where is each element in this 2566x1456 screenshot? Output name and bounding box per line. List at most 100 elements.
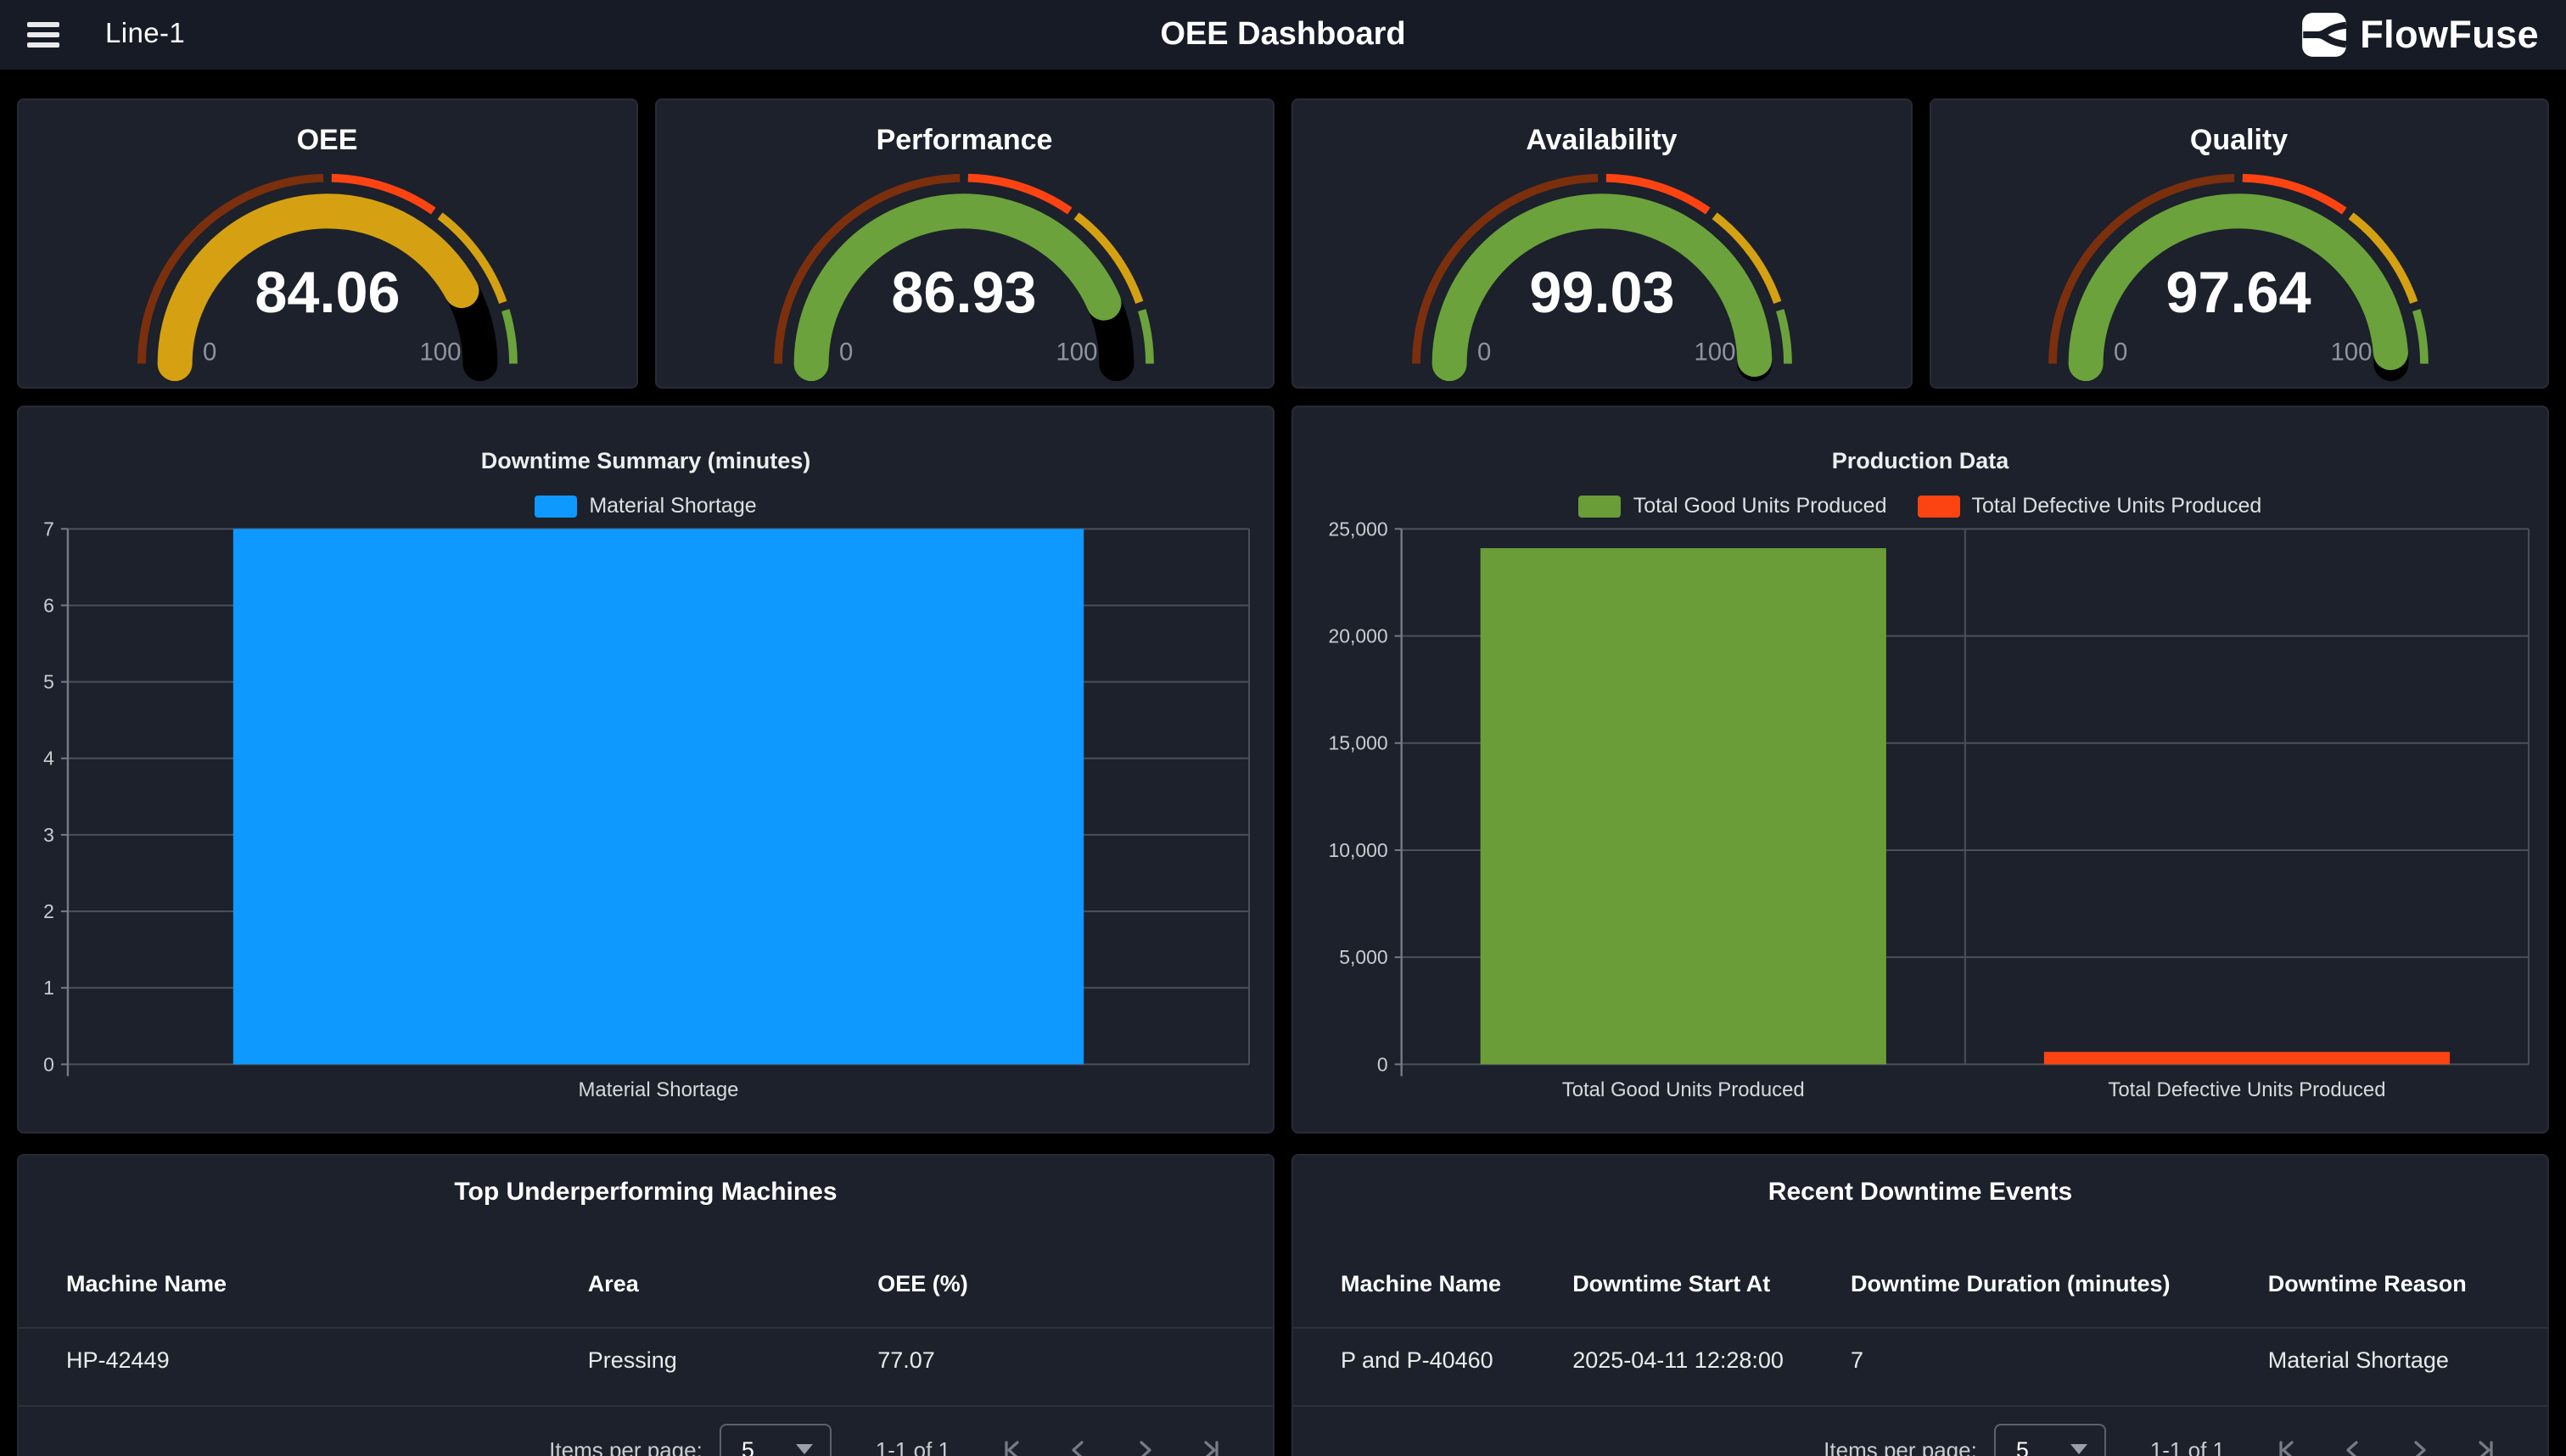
gauge-value-arc: [1431, 193, 1772, 382]
gauge-ring-segment: [1138, 309, 1155, 364]
last-page-button[interactable]: [1200, 1438, 1222, 1456]
chart-title: Downtime Summary (minutes): [480, 448, 811, 473]
y-tick-label: 5: [43, 671, 54, 693]
cell-machine-name: P and P-40460: [1341, 1347, 1493, 1373]
gauges-row: OEE 84.06 0 100 Performance 86.93 0 100 …: [17, 98, 2549, 389]
menu-icon[interactable]: [27, 22, 59, 48]
gauge-value: 84.06: [255, 260, 400, 325]
table-title: Top Underperforming Machines: [454, 1178, 838, 1207]
quality-gauge: 97.64 0 100: [2048, 173, 2429, 382]
legend-swatch: [1917, 495, 1960, 517]
column-header: Downtime Duration (minutes): [1851, 1271, 2171, 1296]
pager: [1001, 1438, 1222, 1456]
y-tick-label: 4: [43, 748, 54, 770]
next-page-button[interactable]: [2408, 1438, 2430, 1456]
downtime-summary-chart-card: Downtime Summary (minutes) Material Shor…: [17, 406, 1275, 1134]
legend-item-total-good-units-produced[interactable]: Total Good Units Produced: [1578, 494, 1886, 518]
gauge-ring-segment: [437, 212, 507, 305]
items-per-page-select[interactable]: 5: [719, 1424, 832, 1456]
gauge-ring-segment: [331, 173, 436, 215]
y-tick-label: 7: [43, 518, 54, 540]
first-page-icon: [2279, 1440, 2294, 1456]
column-header: Machine Name: [66, 1271, 227, 1296]
table-pagination: Items per page: 5 1-1 of 1: [19, 1424, 1222, 1456]
gauge-ring-segment: [2349, 212, 2418, 305]
previous-page-button[interactable]: [2342, 1438, 2364, 1456]
chart-legend: Material Shortage: [19, 494, 1273, 518]
nav-page-label: Line-1: [105, 19, 186, 49]
recent-downtime-events-card: Recent Downtime Events Machine Name Down…: [1291, 1154, 2549, 1456]
gauge-value: 86.93: [892, 260, 1037, 325]
gauge-card-performance: Performance 86.93 0 100: [654, 98, 1275, 389]
gauge-title: Quality: [2189, 124, 2289, 156]
y-tick-label: 5,000: [1339, 946, 1387, 968]
items-per-page-select[interactable]: 5: [1993, 1424, 2106, 1456]
y-tick-label: 0: [43, 1053, 54, 1075]
gauge-ring-segment: [1605, 173, 1711, 215]
gauge-ring-segment: [774, 173, 961, 364]
gauge-card-quality: Quality 97.64 0 100: [1929, 98, 2549, 389]
legend-swatch: [535, 495, 578, 517]
previous-page-button[interactable]: [1067, 1438, 1090, 1456]
chart-title: Production Data: [1831, 448, 2009, 473]
gauge-ring-segment: [137, 173, 323, 364]
bar-material-shortage[interactable]: [233, 529, 1084, 1065]
items-per-page-value: 5: [2015, 1436, 2029, 1456]
production-data-plot: 0 5,000 10,000 15,000 20,000 25,000 Total Good…: [1329, 518, 2530, 1101]
chevron-left-icon: [2346, 1440, 2358, 1456]
chevron-right-icon: [2414, 1440, 2426, 1456]
page-title: OEE Dashboard: [1160, 16, 1406, 52]
tables-row: Top Underperforming Machines Machine Nam…: [17, 1154, 2549, 1456]
first-page-button[interactable]: [1001, 1438, 1023, 1456]
cell-oee: 77.07: [877, 1347, 935, 1373]
legend-label: Material Shortage: [589, 494, 757, 518]
legend-item-material-shortage[interactable]: Material Shortage: [535, 494, 757, 518]
gauge-ring-segment: [1411, 173, 1598, 364]
first-page-button[interactable]: [2276, 1438, 2298, 1456]
chart-legend: Total Good Units Produced Total Defective…: [1293, 494, 2547, 518]
y-tick-label: 1: [43, 977, 54, 999]
gauge-max-label: 100: [2331, 339, 2373, 367]
flowfuse-logo[interactable]: FlowFuse: [2300, 12, 2539, 58]
gauge-ring-segment: [2048, 173, 2235, 364]
app-header: Line-1 OEE Dashboard FlowFuse: [0, 0, 2566, 70]
gauge-value: 97.64: [2166, 260, 2311, 325]
table-header-row: Machine Name Downtime Start At Downtime …: [1293, 1261, 2547, 1308]
y-tick-label: 6: [43, 594, 54, 616]
cell-downtime-reason: Material Shortage: [2267, 1347, 2449, 1373]
gauge-min-label: 0: [2115, 339, 2128, 367]
cell-area: Pressing: [587, 1347, 677, 1373]
column-header: Machine Name: [1341, 1271, 1502, 1296]
items-per-page-label: Items per page:: [549, 1436, 703, 1456]
last-page-button[interactable]: [2474, 1438, 2496, 1456]
gauge-ring-segment: [501, 309, 518, 364]
gauge-max-label: 100: [419, 339, 461, 367]
divider: [1293, 1405, 2547, 1407]
gauge-max-label: 100: [1056, 339, 1098, 367]
divider: [19, 1405, 1273, 1407]
column-header: OEE (%): [877, 1271, 968, 1296]
pager: [2276, 1438, 2496, 1456]
divider: [1293, 1327, 2547, 1329]
y-tick-label: 25,000: [1329, 518, 1388, 540]
gauge-card-oee: OEE 84.06 0 100: [17, 98, 637, 389]
y-tick-label: 20,000: [1329, 625, 1388, 647]
y-tick-label: 0: [1377, 1053, 1388, 1075]
bar-total-defective-units-produced[interactable]: [2043, 1051, 2451, 1065]
legend-item-total-defective-units-produced[interactable]: Total Defective Units Produced: [1917, 494, 2261, 518]
x-category-label: Material Shortage: [578, 1078, 738, 1101]
bar-total-good-units-produced[interactable]: [1480, 548, 1886, 1065]
gauge-title: Availability: [1526, 124, 1678, 156]
gauge-ring-segment: [2412, 309, 2429, 364]
gauge-min-label: 0: [1477, 339, 1491, 367]
pagination-range: 1-1 of 1: [2149, 1436, 2225, 1456]
table-row: P and P-40460 2025-04-11 12:28:00 7 Mate…: [1293, 1324, 2547, 1398]
gauge-value-arc: [157, 193, 497, 382]
chevron-down-icon: [795, 1444, 813, 1454]
y-tick-label: 2: [43, 900, 54, 922]
table-pagination: Items per page: 5 1-1 of 1: [1293, 1424, 2496, 1456]
next-page-button[interactable]: [1134, 1438, 1156, 1456]
table-header-row: Machine Name Area OEE (%): [19, 1261, 1273, 1308]
y-tick-label: 3: [43, 824, 54, 846]
gauge-ring-segment: [968, 173, 1073, 215]
